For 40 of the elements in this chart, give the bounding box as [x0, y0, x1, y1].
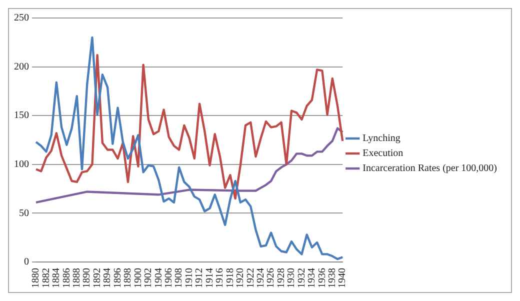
x-tick-label: 1900	[132, 268, 144, 288]
x-tick-label: 1884	[51, 268, 62, 288]
y-tick-label: 150	[14, 110, 29, 122]
x-tick-label: 1928	[276, 268, 287, 288]
y-tick-label: 200	[14, 61, 29, 72]
x-tick-label: 1890	[82, 268, 93, 288]
x-tick-label: 1886	[61, 268, 72, 288]
x-tick-label: 1920	[235, 268, 246, 288]
x-tick-label: 1910	[184, 268, 195, 288]
x-tick-label: 1880	[30, 268, 42, 288]
legend-label: Incarceration Rates (per 100,000)	[362, 163, 498, 174]
x-tick-label: 1940	[337, 268, 348, 288]
legend-label: Execution	[362, 148, 404, 160]
x-tick-label: 1938	[327, 268, 338, 288]
x-tick-label: 1922	[245, 268, 256, 288]
x-tick-label: 1902	[143, 268, 154, 288]
x-tick-label: 1926	[266, 268, 277, 288]
legend-label: Lynching	[362, 133, 400, 144]
x-tick-label: 1912	[194, 268, 206, 288]
y-tick-label: 0	[24, 256, 29, 268]
x-tick-label: 1932	[296, 268, 308, 288]
x-tick-label: 1916	[214, 268, 226, 288]
x-tick-label: 1896	[112, 268, 124, 288]
x-tick-label: 1934	[306, 268, 318, 288]
x-tick-label: 1904	[153, 268, 164, 288]
x-tick-label: 1908	[174, 268, 185, 288]
x-tick-label: 1882	[40, 268, 52, 288]
y-tick-label: 250	[14, 12, 29, 24]
y-tick-label: 100	[14, 159, 29, 170]
x-tick-label: 1888	[72, 268, 83, 288]
x-tick-label: 1892	[92, 268, 103, 288]
y-tick-label: 50	[19, 208, 29, 219]
x-tick-label: 1898	[122, 268, 134, 288]
x-tick-label: 1894	[102, 268, 114, 288]
x-tick-label: 1906	[163, 268, 174, 288]
x-tick-label: 1924	[255, 268, 266, 288]
x-tick-label: 1918	[224, 268, 236, 288]
x-tick-label: 1930	[286, 268, 298, 288]
x-tick-label: 1914	[204, 268, 216, 288]
x-tick-label: 1936	[316, 268, 328, 288]
